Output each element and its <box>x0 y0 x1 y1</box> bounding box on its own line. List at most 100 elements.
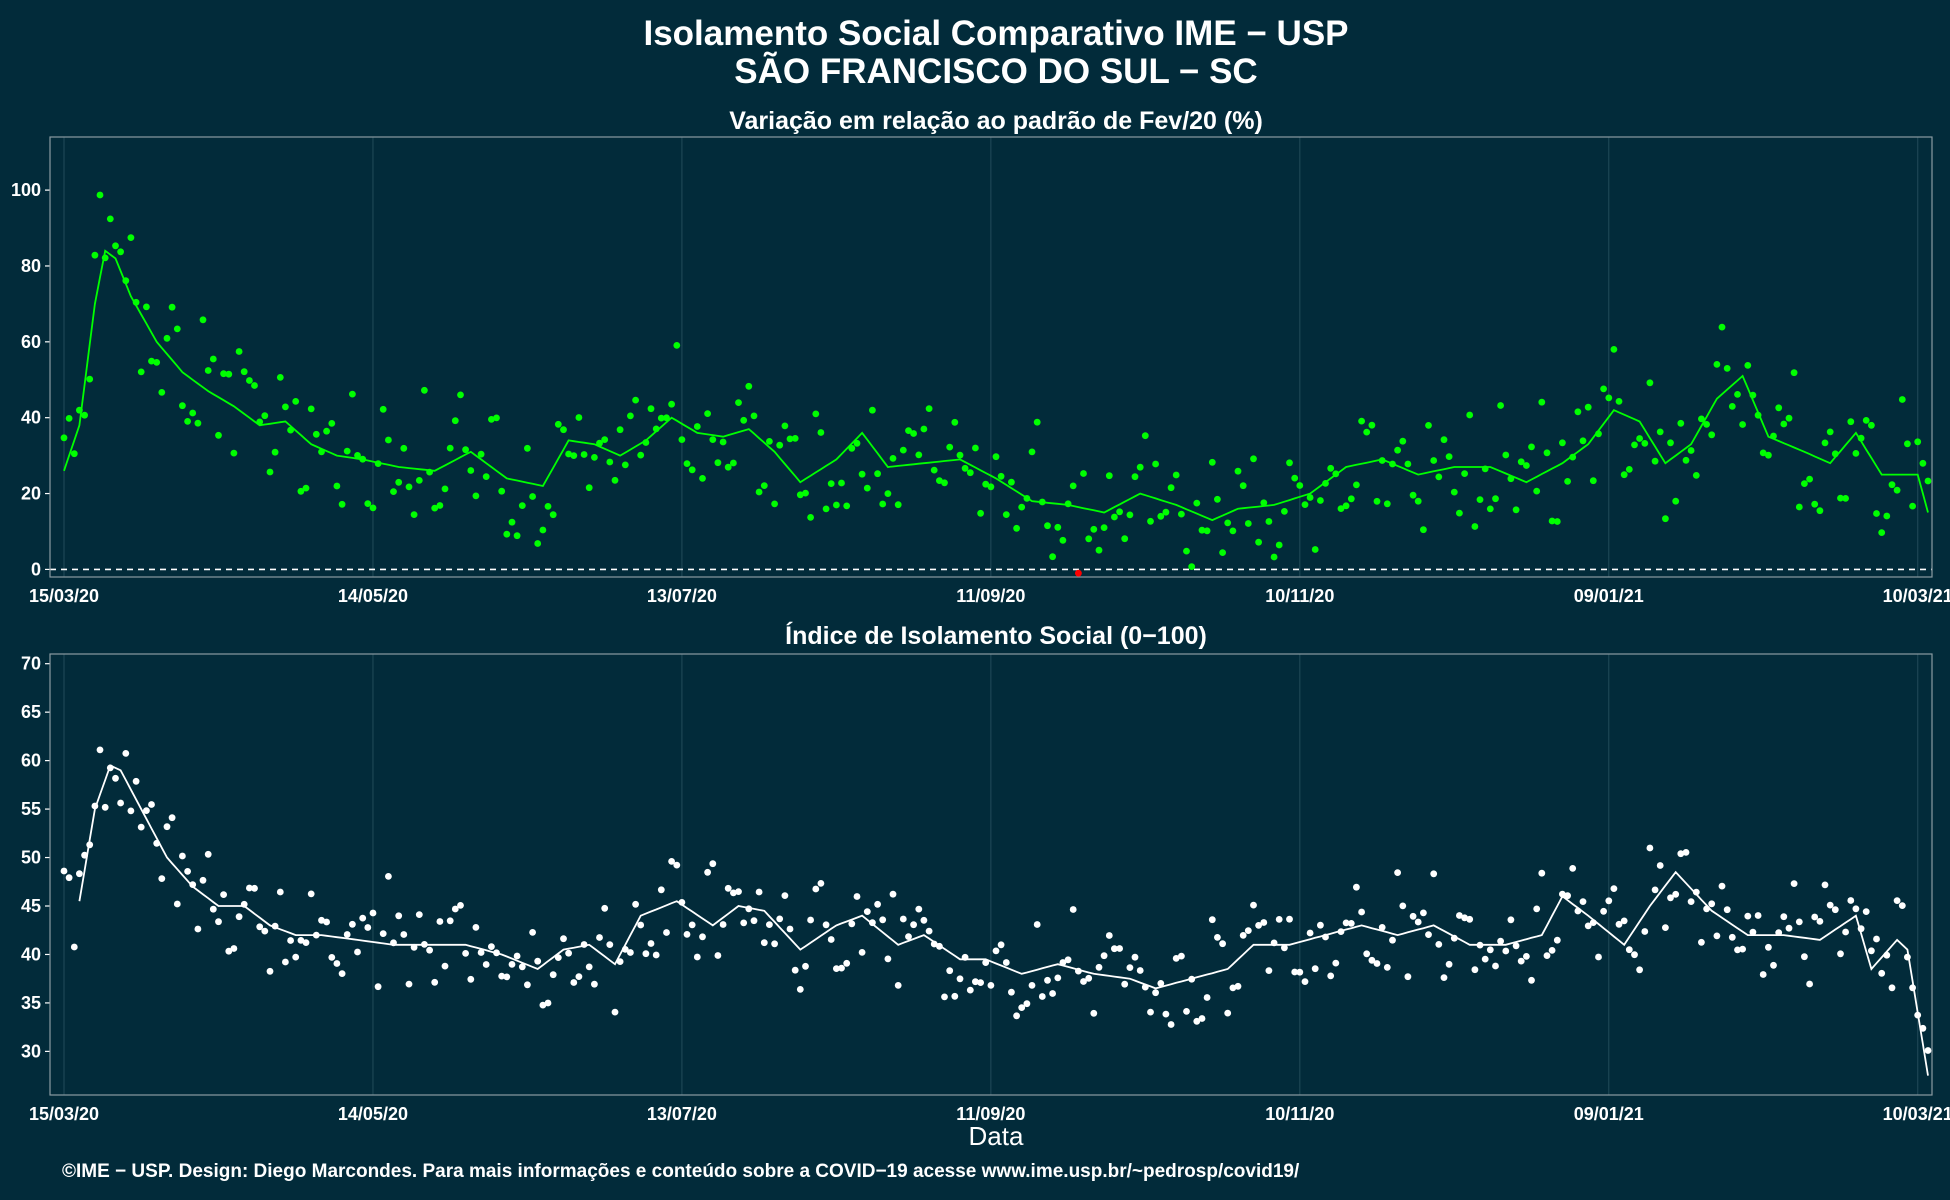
data-point <box>1111 945 1118 953</box>
data-point <box>76 870 83 878</box>
data-point <box>642 439 650 446</box>
data-point <box>364 500 372 507</box>
data-point <box>915 905 923 913</box>
panel-frame <box>49 653 1933 1096</box>
data-point <box>1358 908 1365 916</box>
data-point <box>81 411 88 419</box>
data-point <box>1471 966 1479 974</box>
x-tick-label: 14/05/20 <box>338 1104 408 1124</box>
data-point <box>1296 968 1304 976</box>
data-point <box>1523 953 1530 960</box>
data-point <box>1054 974 1062 982</box>
data-point <box>1739 421 1746 428</box>
data-point <box>1208 916 1216 924</box>
data-point <box>1512 506 1520 514</box>
data-point <box>750 412 758 420</box>
data-point <box>1332 959 1340 967</box>
data-point <box>987 982 995 989</box>
data-point <box>1090 1009 1098 1017</box>
data-point <box>1754 411 1762 419</box>
data-point <box>1311 546 1319 553</box>
data-point <box>1646 844 1654 852</box>
data-point <box>1517 458 1525 466</box>
data-point <box>585 963 593 971</box>
data-point <box>1759 971 1767 978</box>
data-point <box>261 927 269 935</box>
data-point <box>1656 862 1664 869</box>
data-point <box>1162 508 1170 516</box>
data-point <box>637 451 645 459</box>
data-point <box>1265 967 1273 974</box>
data-point <box>1795 503 1803 511</box>
data-point <box>1255 922 1262 929</box>
data-point <box>920 425 928 433</box>
data-point <box>575 414 583 421</box>
data-point <box>596 934 603 941</box>
data-point <box>431 978 439 986</box>
data-point <box>508 961 516 968</box>
data-point <box>575 973 583 980</box>
data-point <box>518 963 526 971</box>
data-point <box>771 500 778 508</box>
data-point <box>1553 936 1561 944</box>
data-point <box>1183 1008 1190 1015</box>
data-point <box>1641 928 1649 935</box>
data-point <box>869 919 876 927</box>
data-point <box>1610 885 1618 892</box>
data-point <box>1404 460 1412 468</box>
data-point <box>1291 474 1299 482</box>
data-point <box>1600 385 1607 393</box>
data-point <box>1662 924 1669 931</box>
data-point <box>1914 1011 1922 1019</box>
moving-average-line <box>78 764 1929 1076</box>
x-tick-label: 10/03/21 <box>1883 586 1950 606</box>
data-point <box>1317 921 1324 929</box>
data-point <box>642 950 650 958</box>
y-tick-label: 80 <box>21 256 41 276</box>
data-point <box>436 918 444 925</box>
data-point <box>1631 441 1638 449</box>
data-point <box>266 967 274 975</box>
data-point <box>1692 888 1700 896</box>
data-point <box>81 851 88 859</box>
data-point <box>791 435 799 442</box>
data-point <box>446 444 454 452</box>
data-point <box>1178 510 1185 518</box>
data-point <box>1883 951 1891 959</box>
data-point <box>874 900 881 908</box>
data-point <box>65 874 73 882</box>
data-point <box>132 777 140 785</box>
data-point <box>1893 486 1901 494</box>
data-point <box>838 479 845 487</box>
data-point <box>894 982 902 989</box>
data-point <box>472 924 480 931</box>
data-point <box>1270 553 1278 561</box>
data-point <box>132 298 140 306</box>
data-point <box>1167 1021 1175 1028</box>
data-point <box>1790 369 1798 377</box>
data-point <box>1548 517 1556 525</box>
data-point <box>1718 323 1726 331</box>
data-point <box>905 427 912 434</box>
bottom-panel-subtitle: Índice de Isolamento Social (0−100) <box>785 621 1207 650</box>
data-point <box>1492 962 1499 970</box>
data-point <box>441 485 449 493</box>
data-point <box>256 923 264 931</box>
data-point <box>946 967 954 975</box>
data-point <box>1476 496 1484 503</box>
data-point <box>1033 418 1041 426</box>
data-point <box>1131 473 1139 481</box>
data-point <box>719 438 727 446</box>
data-point <box>982 480 990 488</box>
data-point <box>1564 478 1571 485</box>
data-point <box>1646 379 1654 387</box>
data-point <box>704 410 711 417</box>
data-point <box>323 427 330 435</box>
data-point <box>1888 984 1896 992</box>
data-point <box>1852 450 1860 457</box>
data-point <box>101 254 109 262</box>
data-point <box>1574 408 1582 416</box>
data-point <box>1002 511 1010 518</box>
data-point <box>112 242 119 250</box>
